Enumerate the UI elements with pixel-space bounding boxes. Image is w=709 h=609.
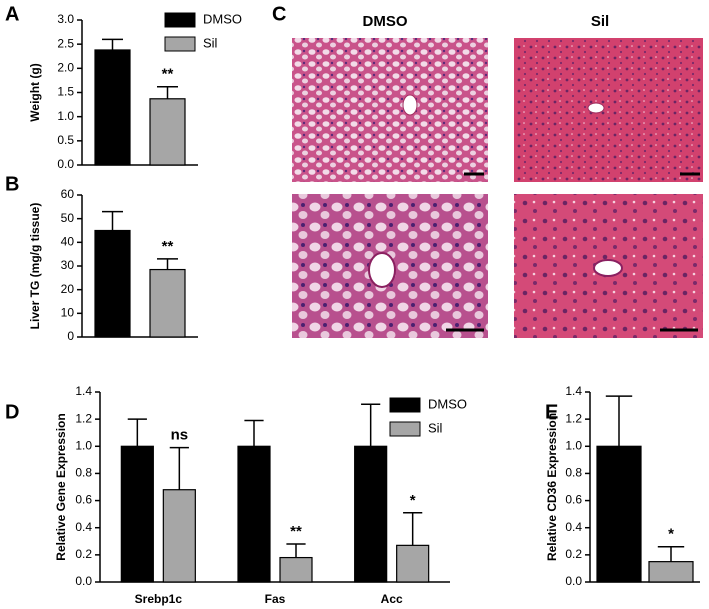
- bar: [237, 445, 271, 583]
- x-tick-label: Acc: [381, 592, 403, 606]
- y-tick-label: 0.4: [565, 520, 582, 534]
- bar: [162, 489, 196, 583]
- y-axis-label: Weight (g): [28, 63, 42, 121]
- y-tick-label: 0.4: [75, 520, 92, 534]
- y-tick-label: 1.4: [75, 384, 92, 398]
- legend-label: DMSO: [203, 11, 242, 26]
- y-tick-label: 1.2: [565, 411, 582, 425]
- y-tick-label: 20: [61, 282, 75, 296]
- legend-label: Sil: [203, 35, 218, 50]
- vessel: [587, 102, 605, 114]
- y-tick-label: 0.6: [75, 493, 92, 507]
- bar: [149, 268, 186, 338]
- micrograph: [292, 38, 488, 182]
- legend-swatch: [389, 397, 421, 413]
- y-tick-label: 0.8: [75, 466, 92, 480]
- y-tick-label: 1.0: [75, 438, 92, 452]
- significance-label: **: [290, 523, 302, 540]
- panel-letter: C: [272, 3, 286, 25]
- legend-swatch: [164, 36, 196, 52]
- significance-label: *: [410, 492, 416, 509]
- bar: [396, 544, 430, 583]
- x-tick-label: Fas: [265, 592, 286, 606]
- y-tick-label: 0.0: [565, 574, 582, 588]
- legend-swatch: [164, 12, 196, 28]
- column-label: DMSO: [363, 13, 408, 30]
- bar: [354, 445, 388, 583]
- y-tick-label: 1.2: [75, 411, 92, 425]
- bar: [279, 556, 313, 583]
- y-tick-label: 50: [61, 211, 75, 225]
- y-tick-label: 1.0: [565, 438, 582, 452]
- vessel: [593, 259, 623, 277]
- legend-swatch: [389, 421, 421, 437]
- significance-label: **: [162, 66, 174, 83]
- column-label: Sil: [591, 13, 609, 30]
- panel-letter: E: [545, 401, 558, 423]
- y-tick-label: 0: [67, 329, 74, 343]
- bar: [120, 445, 154, 583]
- panel-letter: D: [5, 401, 19, 423]
- y-tick-label: 0.5: [57, 133, 74, 147]
- histology-panel: C DMSO Sil: [272, 3, 703, 338]
- y-axis-label: Relative Gene Expression: [54, 413, 68, 560]
- significance-label: ns: [171, 427, 189, 444]
- y-axis-label: Relative CD36 Expression: [545, 413, 559, 561]
- x-tick-label: Srebp1c: [135, 592, 183, 606]
- bar: [149, 98, 186, 166]
- panel-letter: B: [5, 173, 19, 195]
- significance-label: *: [668, 526, 674, 543]
- y-tick-label: 60: [61, 187, 75, 201]
- y-tick-label: 0.2: [75, 547, 92, 561]
- bar: [648, 561, 694, 583]
- y-tick-label: 0.0: [75, 574, 92, 588]
- y-tick-label: 3.0: [57, 12, 74, 26]
- y-tick-label: 1.5: [57, 85, 74, 99]
- y-tick-label: 1.4: [565, 384, 582, 398]
- legend-label: Sil: [428, 420, 443, 435]
- bar: [94, 229, 131, 338]
- y-tick-label: 0.8: [565, 466, 582, 480]
- panel-letter: A: [5, 3, 19, 25]
- y-tick-label: 2.0: [57, 61, 74, 75]
- vessel: [402, 94, 418, 116]
- y-tick-label: 2.5: [57, 36, 74, 50]
- y-tick-label: 30: [61, 258, 75, 272]
- vessel: [368, 252, 396, 288]
- y-tick-label: 40: [61, 235, 75, 249]
- significance-label: **: [162, 238, 174, 255]
- y-tick-label: 0.2: [565, 547, 582, 561]
- legend-label: DMSO: [428, 396, 467, 411]
- bar: [596, 445, 642, 583]
- bar: [94, 49, 131, 166]
- y-tick-label: 0.6: [565, 493, 582, 507]
- y-tick-label: 0.0: [57, 157, 74, 171]
- y-tick-label: 1.0: [57, 109, 74, 123]
- micrograph: [514, 38, 703, 182]
- y-tick-label: 10: [61, 306, 75, 320]
- y-axis-label: Liver TG (mg/g tissue): [28, 203, 42, 330]
